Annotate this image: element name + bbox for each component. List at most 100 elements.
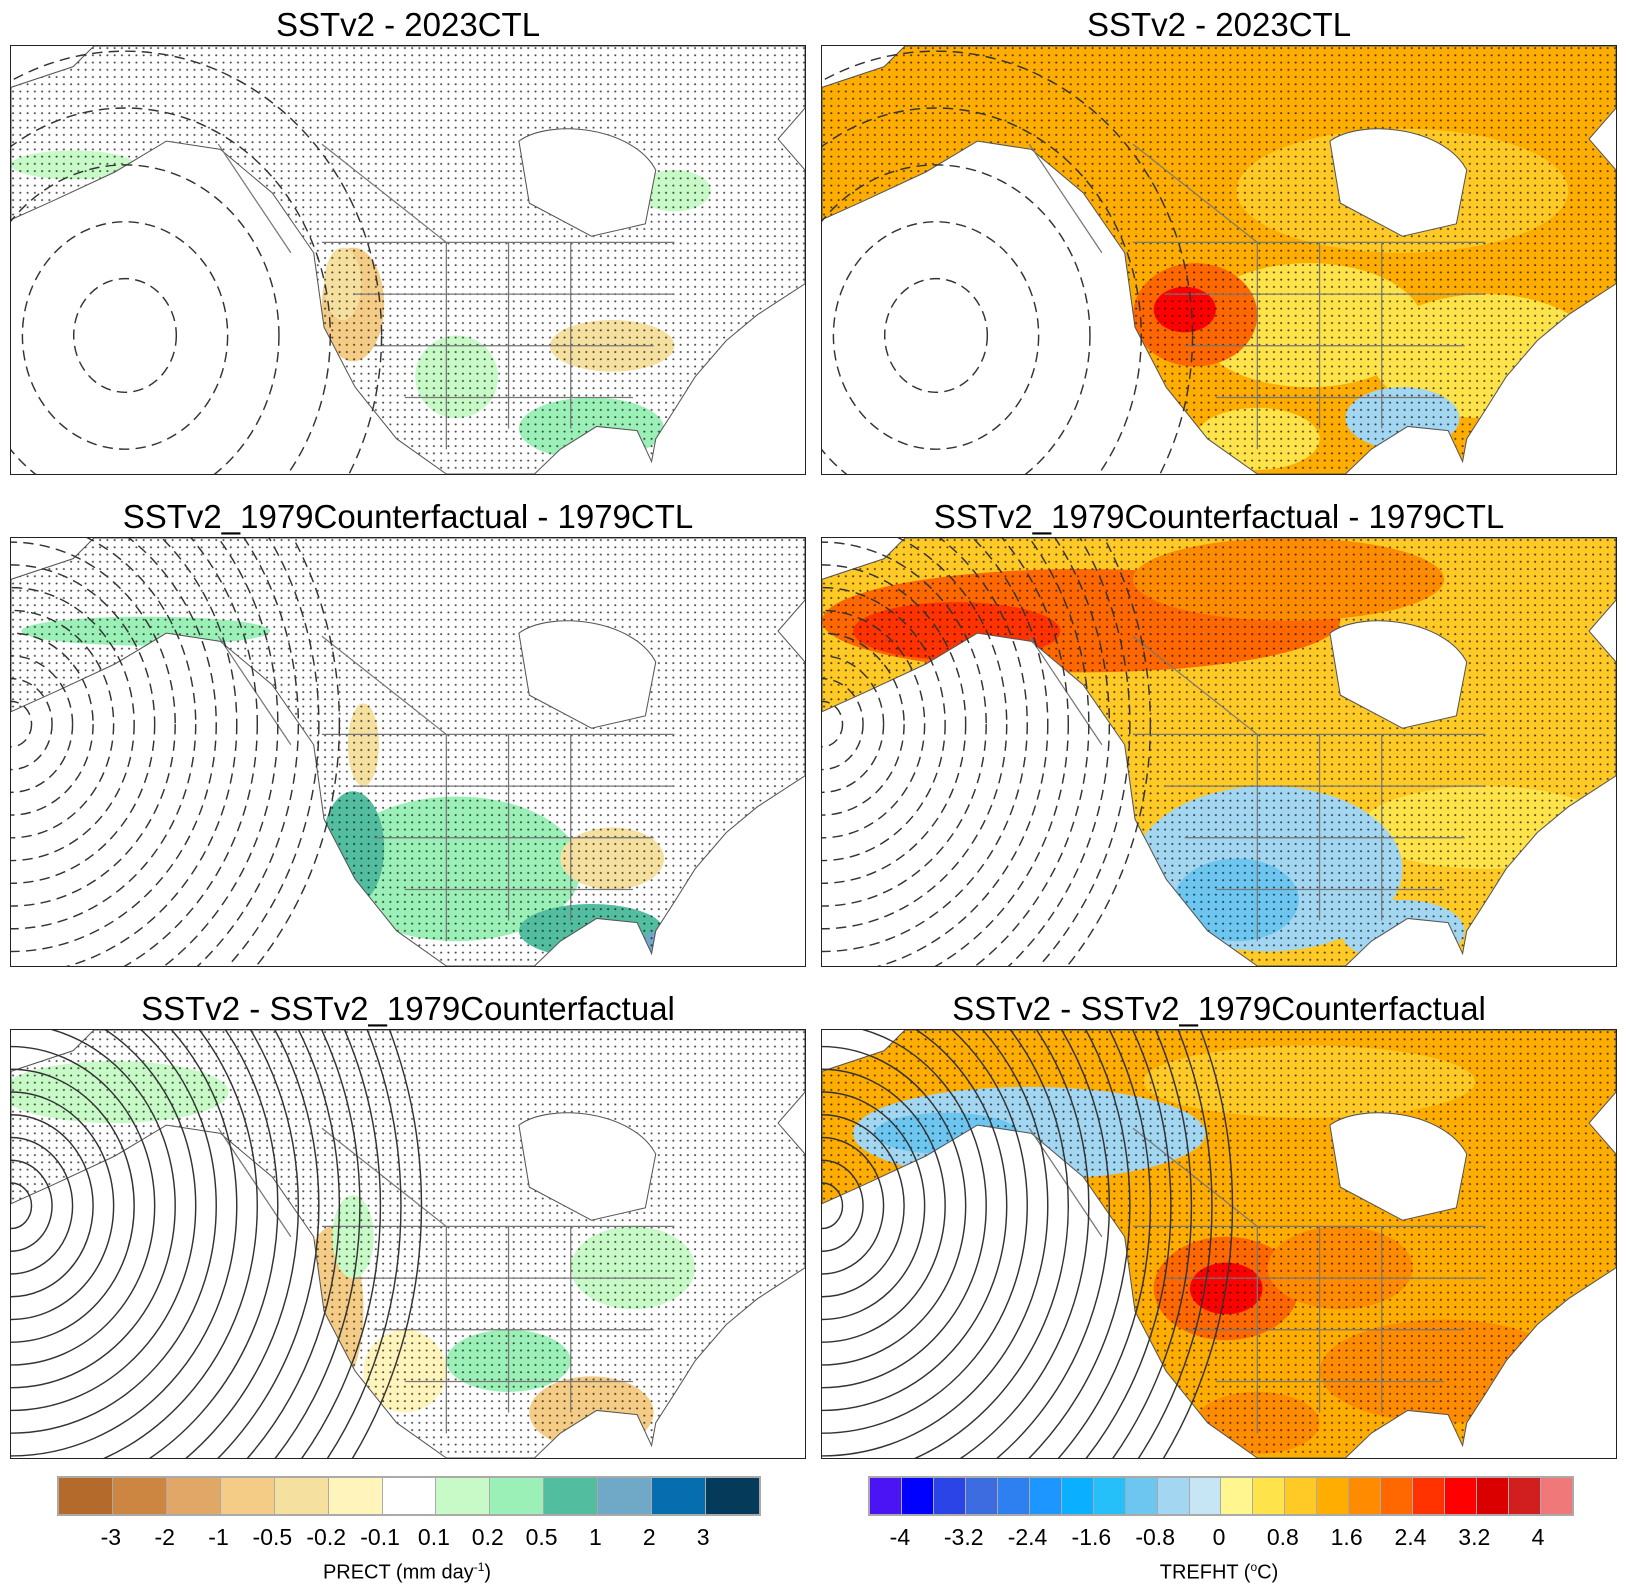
temp-colorbar-box: [997, 1478, 1030, 1514]
temp-tick-label: 1.6: [1330, 1524, 1363, 1550]
contour-line: [11, 677, 53, 771]
precip-colorbar-box: [112, 1478, 167, 1514]
contour-line: [226, 538, 320, 966]
contour-line: [822, 1182, 844, 1230]
temp-colorbar-box: [1253, 1478, 1286, 1514]
precip-tick-label: -1: [208, 1524, 229, 1550]
contour-line: [11, 586, 135, 862]
contour-line: [11, 1182, 33, 1230]
contour-line: [11, 564, 156, 884]
significance-stippling: [822, 46, 1616, 474]
temp-tick-label: 4: [1531, 1524, 1545, 1550]
contour-line: [822, 50, 1194, 474]
precip-tick-label: -3: [100, 1524, 122, 1550]
contour-line: [11, 700, 33, 748]
panel-title-3: SSTv2_1979Counterfactual - 1979CTL: [122, 498, 694, 535]
temp-colorbar-box: [1317, 1478, 1350, 1514]
temp-tick-label: -0.8: [1135, 1524, 1175, 1550]
contour-line: [914, 1030, 1069, 1458]
temp-tick-label: -1.6: [1071, 1524, 1112, 1550]
temp-tick-label: 2.4: [1394, 1524, 1427, 1550]
precip-colorbar: [57, 1476, 761, 1516]
contour-line: [11, 1114, 94, 1298]
contour-line: [11, 1136, 74, 1275]
precip-tick-label: 1: [589, 1524, 602, 1550]
temp-colorbar-box: [901, 1478, 934, 1514]
contour-line: [11, 1030, 238, 1457]
precip-tick-label: 0.5: [525, 1524, 558, 1550]
precip-colorbar-box: [274, 1478, 329, 1514]
contour-line: [301, 1030, 382, 1458]
contour-line: [11, 1091, 115, 1321]
contour-line: [351, 1030, 423, 1458]
contour-line: [832, 221, 1040, 450]
contour-line: [326, 1030, 402, 1458]
contour-line: [1037, 538, 1131, 966]
contour-line: [822, 1068, 946, 1343]
coastline: [11, 538, 805, 966]
temp-colorbar-box: [1061, 1478, 1094, 1514]
precip-tick-label: -0.5: [252, 1524, 293, 1550]
temp-colorbar-title: TREFHT (oC): [868, 1560, 1570, 1585]
state-borders: [217, 1127, 675, 1434]
precip-title-end: ): [484, 1561, 492, 1584]
temp-colorbar-box: [1093, 1478, 1126, 1514]
contour-line: [21, 221, 229, 450]
contour-line: [883, 277, 989, 394]
contour-line: [185, 1030, 299, 1458]
precip-tick-label: -2: [154, 1524, 175, 1550]
temp-colorbar-box: [870, 1478, 902, 1514]
contour-line: [822, 1030, 1049, 1457]
contour-line: [255, 538, 341, 966]
precip-colorbar-box: [436, 1478, 491, 1514]
contour-line: [217, 1030, 320, 1458]
contour-line: [996, 1030, 1110, 1458]
precip-colorbar-box: [166, 1478, 221, 1514]
precip-colorbar-box: [652, 1478, 707, 1514]
contour-line: [11, 655, 74, 794]
coastline: [822, 46, 1616, 474]
coastline: [822, 1030, 1616, 1458]
panel-title-4: SSTv2_1979Counterfactual - 1979CTL: [933, 498, 1505, 535]
precip-colorbar-box: [598, 1478, 653, 1514]
temp-colorbar-box: [1189, 1478, 1222, 1514]
contour-line: [822, 1159, 864, 1252]
contour-line: [822, 1045, 967, 1366]
hudson-bay: [1329, 1112, 1468, 1221]
contour-line: [11, 107, 331, 474]
hudson-bay: [1329, 128, 1468, 237]
precip-colorbar-ticks: -3 -2 -1 -0.5 -0.2 -0.1 0.1 0.2 0.5 1 2 3: [57, 1524, 757, 1554]
contour-line: [822, 677, 864, 771]
panel-title-1: SSTv2 - 2023CTL: [275, 6, 541, 43]
hudson-bay: [1329, 620, 1468, 729]
contour-line: [11, 538, 217, 953]
contour-line: [822, 107, 1142, 474]
contour-line: [11, 50, 383, 474]
precip-colorbar-box: [328, 1478, 383, 1514]
temp-colorbar-box: [1477, 1478, 1510, 1514]
temp-colorbar-box: [1349, 1478, 1382, 1514]
contour-line: [1066, 538, 1152, 966]
map-precip-1979: [10, 537, 806, 967]
contour-line: [822, 538, 1028, 953]
significance-stippling: [11, 46, 805, 474]
precip-tick-label: 2: [642, 1524, 656, 1550]
hudson-bay: [518, 620, 657, 729]
contour-line: [822, 1030, 1008, 1412]
contour-line: [1085, 1030, 1172, 1458]
contour-line: [1112, 1030, 1193, 1458]
hudson-bay: [518, 1112, 657, 1221]
temp-colorbar-box: [1413, 1478, 1446, 1514]
contour-line: [11, 1159, 53, 1252]
contour-line: [196, 538, 299, 966]
significance-stippling: [822, 1030, 1616, 1458]
coastline: [11, 46, 805, 474]
temp-colorbar-box: [1285, 1478, 1318, 1514]
state-borders: [1028, 635, 1486, 942]
contour-line: [974, 538, 1090, 966]
temp-tick-label: -3.2: [943, 1524, 984, 1550]
significance-stippling: [822, 538, 1616, 966]
contour-line: [822, 164, 1091, 474]
map-temp-2023: [821, 45, 1617, 475]
contour-line: [1007, 538, 1110, 966]
